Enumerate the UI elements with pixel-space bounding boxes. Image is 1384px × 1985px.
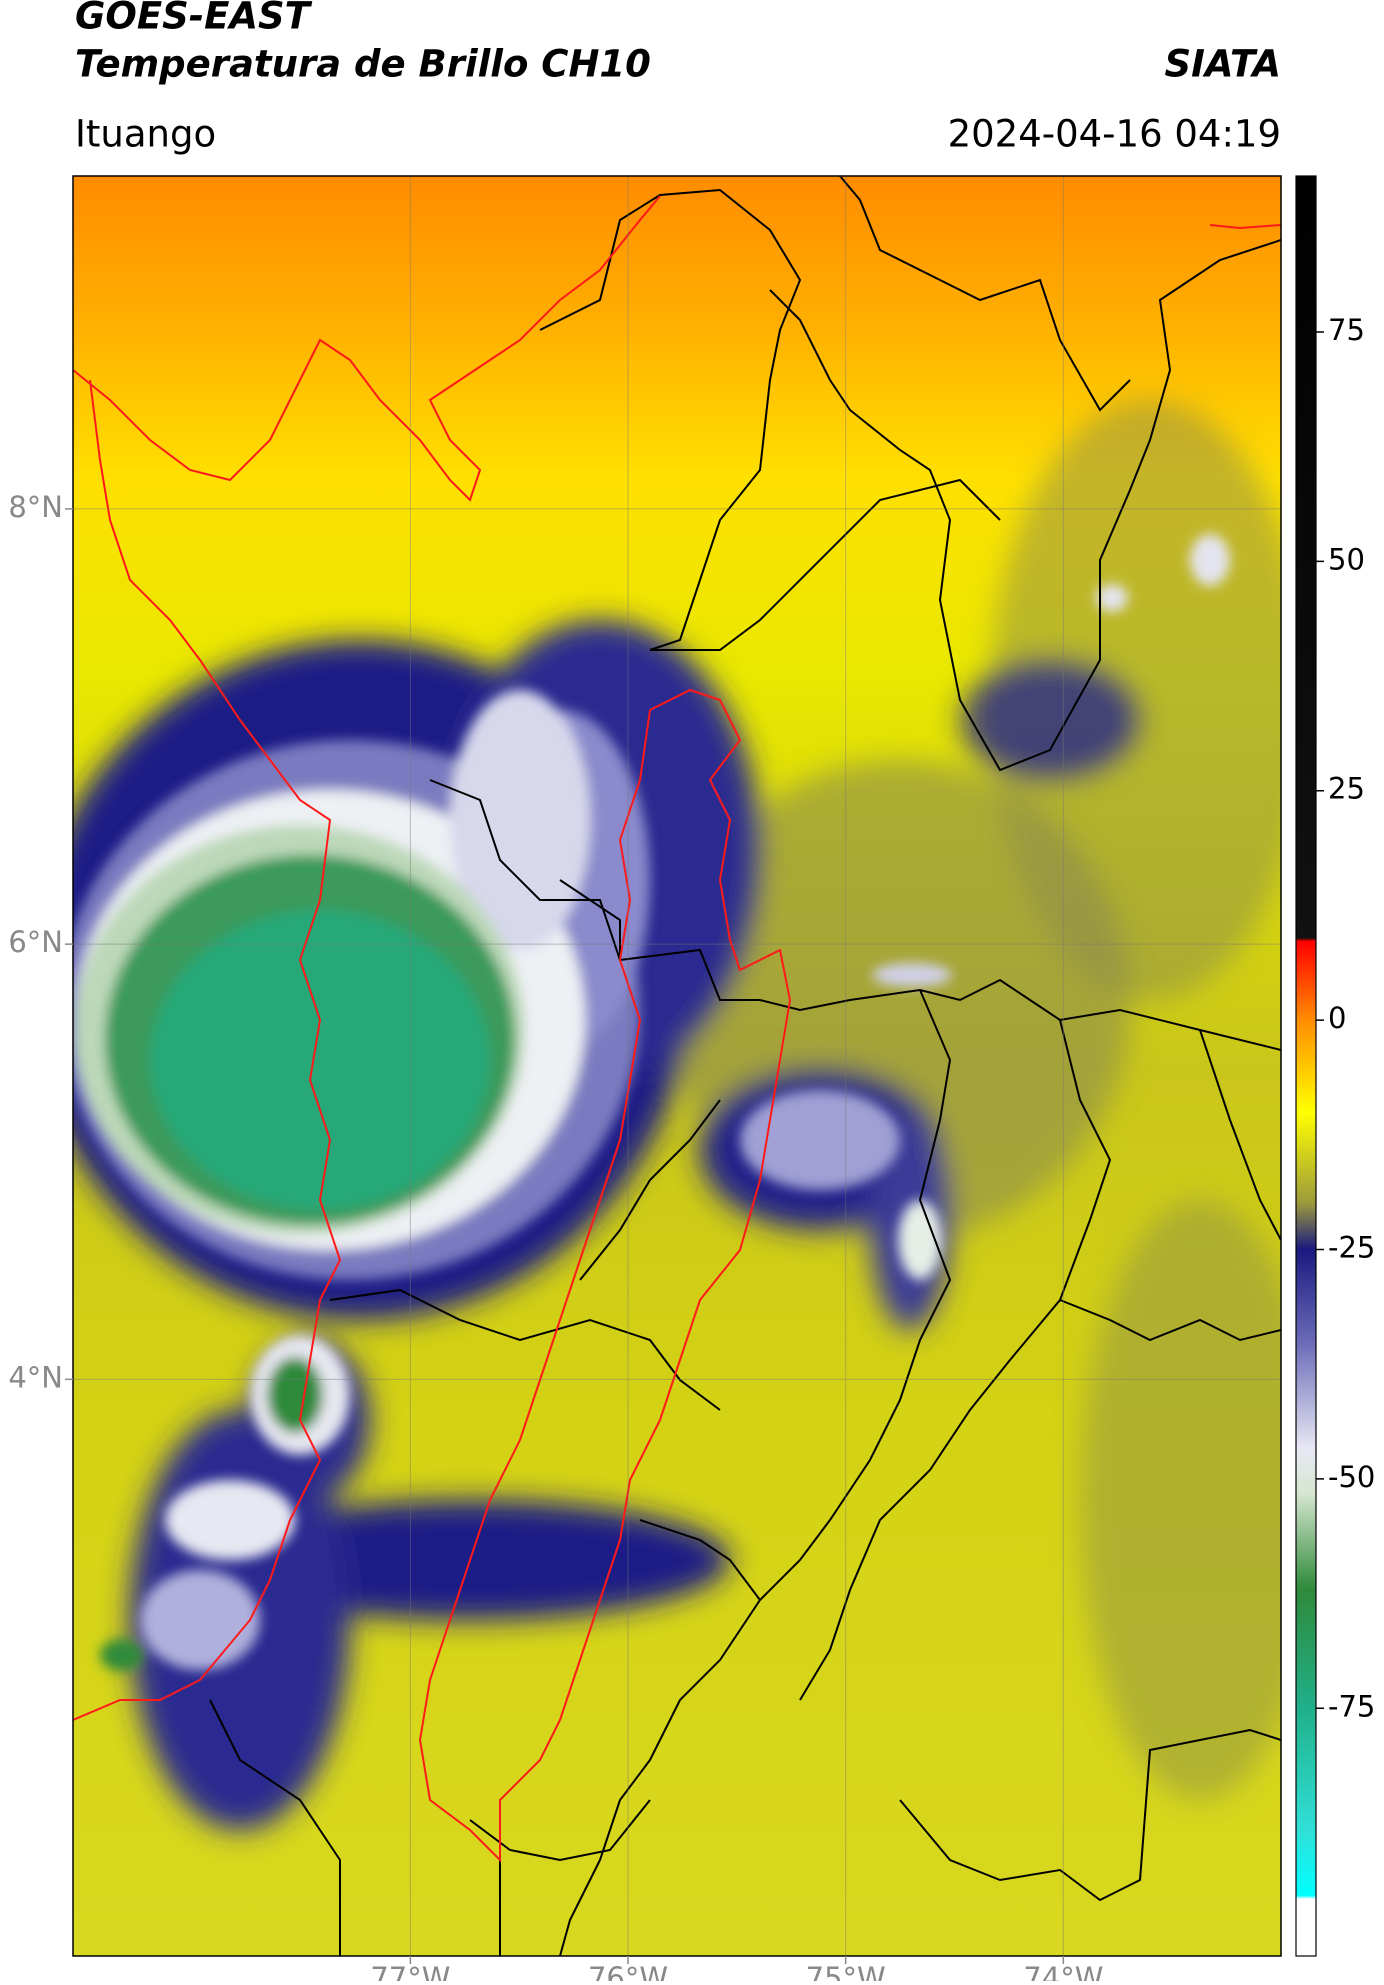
y-tick-label: 4°N <box>8 1360 63 1394</box>
x-tick-label: 77°W <box>370 1961 450 1981</box>
colorbar-tick-label: -25 <box>1328 1231 1375 1265</box>
location: Ituango <box>75 113 216 156</box>
y-tick-label: 6°N <box>8 925 63 959</box>
x-tick-label: 74°W <box>1023 1961 1103 1981</box>
colorbar-tick-label: -75 <box>1328 1689 1375 1723</box>
grid <box>73 176 1281 1956</box>
x-tick-label: 76°W <box>588 1961 668 1981</box>
x-tick-label: 75°W <box>806 1961 886 1981</box>
colorbar-tick-label: 25 <box>1328 772 1365 806</box>
title: GOES-EAST <box>75 0 313 38</box>
colorbar <box>1295 175 1317 1957</box>
map-image <box>73 176 1281 1956</box>
colorbar-tick-label: 75 <box>1328 313 1365 347</box>
map-frame <box>72 175 1282 1957</box>
colorbar-tick-label: 0 <box>1328 1001 1346 1035</box>
colorbar-tick-label: -50 <box>1328 1460 1375 1494</box>
brand: SIATA <box>1164 43 1281 86</box>
subtitle: Temperatura de Brillo CH10 <box>75 43 651 86</box>
datetime: 2024-04-16 04:19 <box>948 113 1281 156</box>
y-tick-label: 8°N <box>8 490 63 524</box>
colorbar-tick-label: 50 <box>1328 542 1365 576</box>
